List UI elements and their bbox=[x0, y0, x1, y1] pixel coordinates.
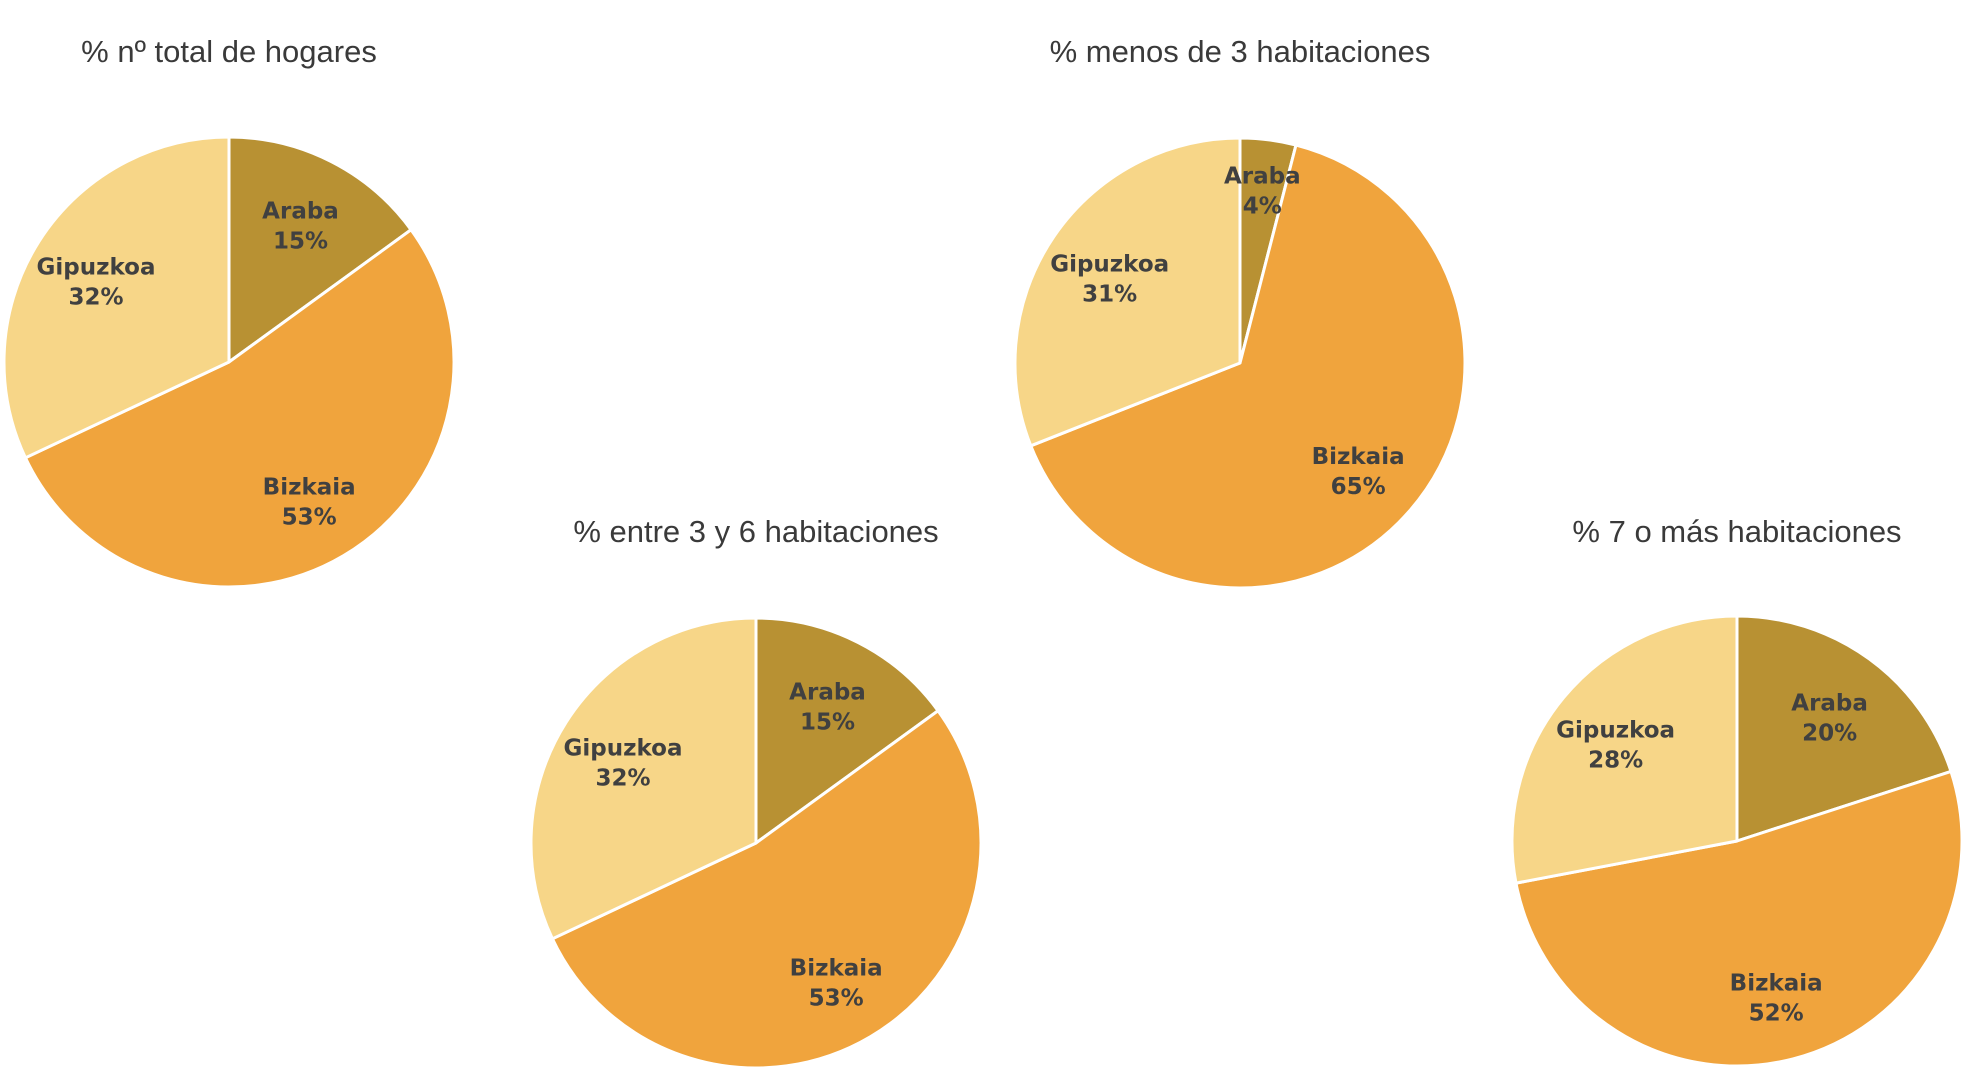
slice-category-label: Bizkaia bbox=[790, 956, 883, 982]
pie-chart: Araba 15% Bizkaia 53% Gipuzkoa 32% bbox=[529, 616, 983, 1070]
pie-slice-gipuzkoa bbox=[529, 616, 758, 941]
pie-slice-bizkaia bbox=[1029, 143, 1467, 590]
slice-category-label: Bizkaia bbox=[1730, 971, 1823, 997]
pie-title-entre-3-6: % entre 3 y 6 habitaciones bbox=[573, 514, 938, 549]
slice-value-label: 31% bbox=[1082, 282, 1137, 308]
slice-category-label: Gipuzkoa bbox=[1050, 252, 1169, 278]
slice-value-label: 20% bbox=[1802, 721, 1857, 747]
pie-chart: Araba 4% Bizkaia 65% Gipuzkoa 31% bbox=[1013, 136, 1467, 590]
pie-slice-gipuzkoa bbox=[1510, 614, 1739, 885]
slice-value-label: 53% bbox=[282, 505, 337, 531]
slice-value-label: 65% bbox=[1331, 474, 1386, 500]
slice-value-label: 15% bbox=[273, 229, 328, 255]
slice-value-label: 4% bbox=[1243, 194, 1282, 220]
pie-title-menos-3: % menos de 3 habitaciones bbox=[1050, 34, 1431, 69]
slice-category-label: Araba bbox=[1791, 691, 1868, 717]
slice-value-label: 52% bbox=[1749, 1001, 1804, 1027]
slice-category-label: Araba bbox=[1224, 164, 1301, 190]
slice-category-label: Gipuzkoa bbox=[1556, 718, 1675, 744]
pie-slice-araba bbox=[754, 616, 940, 845]
slice-category-label: Bizkaia bbox=[1312, 444, 1405, 470]
pie-title-7-o-mas: % 7 o más habitaciones bbox=[1572, 514, 1901, 549]
slice-category-label: Gipuzkoa bbox=[564, 736, 683, 762]
pie-slice-araba bbox=[1735, 614, 1953, 843]
pie-slice-bizkaia bbox=[550, 709, 983, 1070]
pie-slice-bizkaia bbox=[23, 228, 456, 589]
pie-chart: Araba 20% Bizkaia 52% Gipuzkoa 28% bbox=[1510, 614, 1964, 1068]
pie-title-total-hogares: % nº total de hogares bbox=[81, 34, 377, 69]
slice-category-label: Bizkaia bbox=[263, 475, 356, 501]
slice-category-label: Gipuzkoa bbox=[37, 255, 156, 281]
slice-category-label: Araba bbox=[789, 680, 866, 706]
pie-slice-bizkaia bbox=[1514, 769, 1964, 1068]
slice-value-label: 32% bbox=[595, 766, 650, 792]
pie-slice-gipuzkoa bbox=[2, 135, 231, 460]
pies-group: Araba 15% Bizkaia 53% Gipuzkoa 32% Araba 4% Bizk… bbox=[2, 135, 1964, 1070]
pie-slice-gipuzkoa bbox=[1013, 136, 1242, 448]
slice-category-label: Araba bbox=[262, 199, 339, 225]
pie-slice-araba bbox=[227, 135, 413, 364]
slice-value-label: 53% bbox=[809, 986, 864, 1012]
pie-chart: Araba 15% Bizkaia 53% Gipuzkoa 32% bbox=[2, 135, 456, 589]
slice-value-label: 32% bbox=[68, 285, 123, 311]
slice-value-label: 28% bbox=[1588, 748, 1643, 774]
slice-value-label: 15% bbox=[800, 710, 855, 736]
